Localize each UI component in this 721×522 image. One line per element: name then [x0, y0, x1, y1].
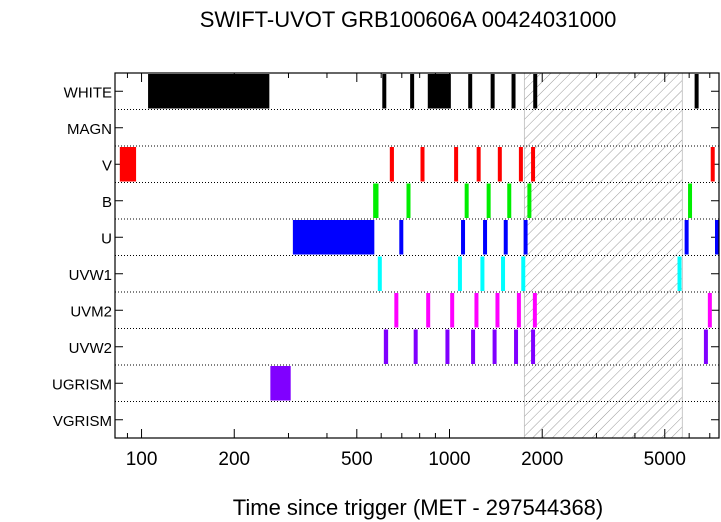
exposure-bar-b: [373, 183, 379, 218]
exposure-bar-v: [420, 147, 425, 182]
x-tick-label: 100: [126, 449, 158, 470]
exposure-bar-b: [688, 183, 693, 218]
exposure-bar-u: [292, 220, 375, 255]
x-tick-label: 2000: [521, 449, 563, 470]
x-axis-label: Time since trigger (MET - 297544368): [233, 495, 604, 520]
category-label-v: V: [102, 157, 112, 174]
x-tick-label: 5000: [644, 449, 686, 470]
exposure-bar-v: [710, 147, 715, 182]
exposure-bar-white: [148, 74, 270, 109]
exposure-bar-white: [427, 74, 451, 109]
exposure-bar-uvm2: [426, 293, 431, 328]
exposure-bar-uvw1: [480, 256, 485, 291]
x-tick-label: 200: [218, 449, 250, 470]
exposure-bar-white: [490, 74, 495, 109]
exposure-bar-uvm2: [707, 293, 712, 328]
exposure-bar-uvw2: [383, 329, 389, 364]
exposure-bar-white: [511, 74, 516, 109]
category-label-magn: MAGN: [67, 121, 112, 138]
exposure-bar-u: [684, 220, 689, 255]
x-tick-label: 500: [341, 449, 373, 470]
category-label-ugrism: UGRISM: [52, 376, 112, 393]
exposure-bar-uvw2: [703, 329, 708, 364]
exposure-bar-uvm2: [516, 293, 521, 328]
exposure-bar-uvw2: [531, 329, 536, 364]
exposure-bar-b: [406, 183, 411, 218]
exposure-bar-uvw1: [677, 256, 682, 291]
exposure-bar-uvm2: [394, 293, 399, 328]
exposure-bar-u: [399, 220, 404, 255]
exposure-bar-uvw1: [521, 256, 526, 291]
category-label-vgrism: VGRISM: [53, 413, 112, 430]
chart-title: SWIFT-UVOT GRB100606A 00424031000: [200, 7, 617, 32]
exposure-bar-v: [454, 147, 459, 182]
exposure-bar-uvw1: [457, 256, 462, 291]
x-tick-label: 1000: [428, 449, 470, 470]
exposure-bar-v: [476, 147, 481, 182]
exposure-bar-uvw2: [514, 329, 519, 364]
exposure-bar-u: [483, 220, 488, 255]
exposure-bar-white: [382, 74, 387, 109]
exposure-bar-v: [389, 147, 394, 182]
category-label-uvw2: UVW2: [69, 340, 112, 357]
exposure-bar-white: [533, 74, 538, 109]
exposure-bar-white: [410, 74, 415, 109]
exposure-bar-u: [715, 220, 719, 255]
plot-frame: [114, 72, 720, 439]
exposure-bar-uvm2: [450, 293, 455, 328]
exposure-bar-uvw2: [492, 329, 497, 364]
exposure-bar-ugrism: [270, 366, 291, 401]
category-label-uvw1: UVW1: [69, 267, 112, 284]
exposure-bar-b: [464, 183, 469, 218]
exposure-bar-u: [503, 220, 508, 255]
exposure-bar-u: [461, 220, 466, 255]
category-label-uvm2: UVM2: [70, 303, 112, 320]
exposure-bar-v: [531, 147, 536, 182]
exposure-bar-white: [694, 74, 699, 109]
exposure-bar-white: [468, 74, 473, 109]
exposure-bar-v: [119, 147, 137, 182]
exposure-bar-uvw2: [445, 329, 450, 364]
exposure-bar-u: [523, 220, 528, 255]
category-label-u: U: [101, 230, 112, 247]
exposure-bar-uvw2: [413, 329, 418, 364]
exposure-bar-b: [486, 183, 491, 218]
exposure-bar-uvw2: [471, 329, 476, 364]
exposure-bar-uvw1: [377, 256, 382, 291]
exposure-bar-uvw1: [501, 256, 506, 291]
exposure-bar-v: [497, 147, 502, 182]
exposure-bar-uvm2: [474, 293, 479, 328]
category-label-b: B: [102, 194, 112, 211]
exposure-bar-b: [527, 183, 532, 218]
exposure-bar-b: [507, 183, 512, 218]
category-label-white: WHITE: [64, 84, 112, 101]
exposure-bar-uvm2: [532, 293, 537, 328]
plot-area: WHITE MAGN V B U UVW1 UVM2 UVW2 UGRISM VGRISM 100 2…: [52, 72, 720, 470]
exposure-bar-v: [518, 147, 523, 182]
exposure-bar-uvm2: [495, 293, 500, 328]
